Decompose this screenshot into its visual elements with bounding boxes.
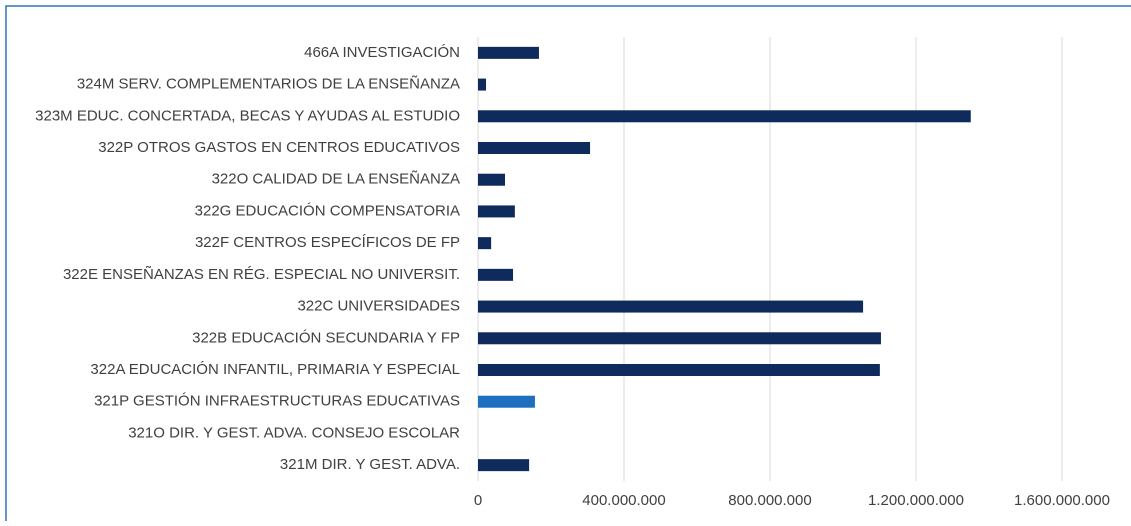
y-tick-label: 321O DIR. Y GEST. ADVA. CONSEJO ESCOLAR xyxy=(128,424,460,441)
bar xyxy=(478,205,515,218)
frame xyxy=(5,5,1131,526)
y-tick-label: 466A INVESTIGACIÓN xyxy=(304,44,460,61)
y-tick-label: 322C UNIVERSIDADES xyxy=(297,298,460,315)
y-tick-label: 322O CALIDAD DE LA ENSEÑANZA xyxy=(212,171,460,188)
bar xyxy=(478,78,487,91)
bar xyxy=(478,364,880,376)
y-tick-label: 322F CENTROS ESPECÍFICOS DE FP xyxy=(195,234,460,251)
bar xyxy=(478,300,864,313)
bar xyxy=(478,110,971,123)
bar xyxy=(478,142,591,154)
bar xyxy=(478,237,492,250)
x-tick-label: 1.600.000.000 xyxy=(1014,492,1110,509)
y-tick-label: 323M EDUC. CONCERTADA, BECAS Y AYUDAS AL… xyxy=(35,107,460,124)
bar xyxy=(478,46,539,59)
y-tick-label: 321M DIR. Y GEST. ADVA. xyxy=(280,456,460,473)
y-tick-label: 324M SERV. COMPLEMENTARIOS DE LA ENSEÑAN… xyxy=(77,76,460,93)
x-tick-label: 1.200.000.000 xyxy=(868,492,964,509)
y-tick-label: 322G EDUCACIÓN COMPENSATORIA xyxy=(195,202,460,219)
bar xyxy=(478,332,881,345)
bar xyxy=(478,395,535,408)
x-tick-label: 0 xyxy=(474,492,482,509)
y-tick-label: 322E ENSEÑANZAS EN RÉG. ESPECIAL NO UNIV… xyxy=(63,266,460,283)
y-tick-label: 322A EDUCACIÓN INFANTIL, PRIMARIA Y ESPE… xyxy=(90,361,460,378)
bar xyxy=(478,268,514,281)
x-tick-label: 400.000.000 xyxy=(582,492,665,509)
bar xyxy=(478,459,530,472)
bar xyxy=(478,173,506,186)
x-tick-label: 800.000.000 xyxy=(728,492,811,509)
y-tick-label: 322B EDUCACIÓN SECUNDARIA Y FP xyxy=(192,329,460,346)
y-tick-label: 322P OTROS GASTOS EN CENTROS EDUCATIVOS xyxy=(98,139,460,156)
y-tick-label: 321P GESTIÓN INFRAESTRUCTURAS EDUCATIVAS xyxy=(94,393,460,410)
